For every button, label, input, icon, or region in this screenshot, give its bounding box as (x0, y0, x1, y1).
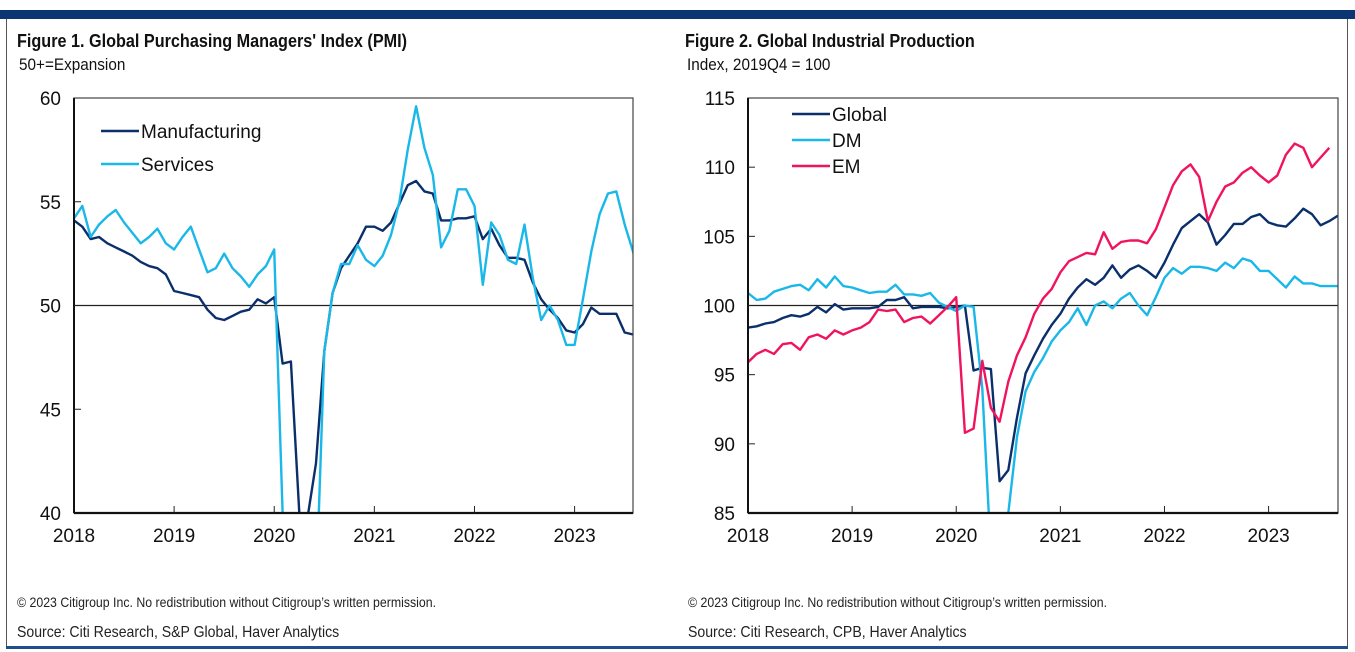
ip-y-tick-label: 115 (705, 89, 735, 110)
ip-series-dm (748, 257, 1338, 513)
pmi-y-tick-label: 40 (40, 504, 61, 525)
figure1-subtitle: 50+=Expansion (19, 55, 126, 74)
ip-x-tick-label: 2021 (1039, 526, 1081, 547)
pmi-x-tick-label: 2018 (53, 526, 95, 547)
ip-x-tick-label: 2019 (831, 526, 873, 547)
ip-x-tick-label: 2023 (1247, 526, 1289, 547)
ip-x-tick-label: 2022 (1143, 526, 1185, 547)
pmi-x-tick-label: 2022 (453, 526, 495, 547)
ip-y-tick-label: 100 (703, 297, 735, 318)
ip-x-tick-label: 2018 (727, 526, 769, 547)
figure2-subtitle: Index, 2019Q4 = 100 (687, 55, 831, 74)
pmi-series-services (74, 105, 633, 513)
ip-y-tick-label: 85 (714, 504, 735, 525)
bottom-accent-bar (6, 646, 1348, 649)
figure1-title: Figure 1. Global Purchasing Managers' In… (17, 31, 408, 51)
pmi-y-tick-label: 55 (40, 193, 61, 214)
figure2-title: Figure 2. Global Industrial Production (685, 31, 975, 51)
pmi-x-tick-label: 2023 (553, 526, 595, 547)
pmi-y-tick-label: 60 (40, 89, 61, 110)
ip-y-tick-label: 105 (703, 227, 735, 248)
pmi-y-tick-label: 50 (40, 297, 61, 318)
top-accent-bar (0, 10, 1355, 19)
pmi-x-tick-label: 2021 (353, 526, 395, 547)
source-right: Source: Citi Research, CPB, Haver Analyt… (688, 624, 967, 641)
pmi-series-manufacturing (74, 179, 633, 513)
pmi-y-tick-label: 45 (40, 400, 61, 421)
ip-legend-label-dm: DM (832, 131, 862, 152)
ip-x-tick-label: 2020 (935, 526, 977, 547)
report-frame (6, 19, 1348, 647)
ip-y-tick-label: 95 (714, 366, 735, 387)
pmi-x-tick-label: 2020 (253, 526, 295, 547)
pmi-legend-label-manufacturing: Manufacturing (141, 122, 261, 143)
pmi-x-tick-label: 2019 (153, 526, 195, 547)
ip-series-global (748, 207, 1338, 483)
ip-series-em (748, 142, 1331, 434)
ip-y-tick-label: 90 (714, 435, 735, 456)
ip-legend-label-global: Global (832, 105, 887, 126)
copyright-right: © 2023 Citigroup Inc. No redistribution … (688, 594, 1108, 610)
industrial-production-chart: 85 90 95 100 105 110 115 2018 2019 2020 2021 2022 20… (703, 89, 1339, 547)
copyright-left: © 2023 Citigroup Inc. No redistribution … (17, 594, 437, 610)
pmi-legend-label-services: Services (141, 155, 214, 176)
source-left: Source: Citi Research, S&P Global, Haver… (17, 624, 340, 641)
ip-y-tick-label: 110 (705, 158, 735, 179)
pmi-chart: 40 45 50 55 60 2018 2019 2020 2021 2022 2023 Manufa… (40, 89, 634, 547)
ip-legend-label-em: EM (832, 157, 861, 178)
